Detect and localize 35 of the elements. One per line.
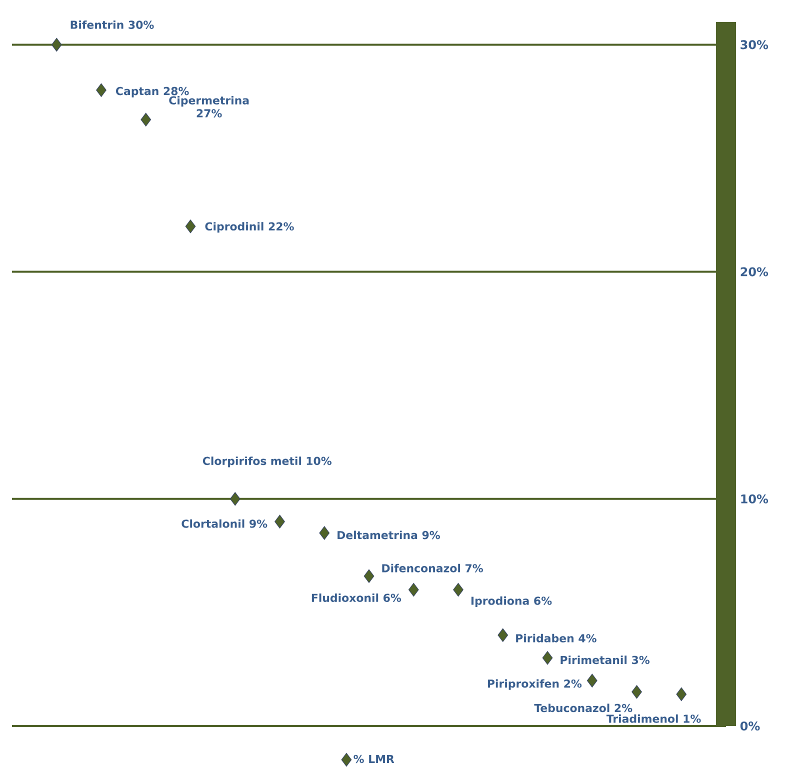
data-label: Fludioxonil 6% — [312, 594, 402, 602]
point — [185, 220, 196, 234]
point — [676, 687, 687, 702]
y-tick-label: 20% — [740, 267, 768, 276]
point — [632, 685, 642, 699]
point — [453, 582, 464, 597]
y-tick-label: 30% — [740, 40, 768, 50]
y-tick-label: 0% — [740, 721, 760, 731]
point — [364, 569, 374, 583]
data-label: Pirimetanil 3% — [560, 656, 650, 664]
point — [230, 492, 240, 506]
data-label: Clortalonil 9% — [182, 519, 268, 528]
data-label: Tebuconazol 2% — [534, 704, 632, 712]
data-label: Cipermetrina 27% — [169, 96, 249, 118]
point — [586, 674, 598, 688]
point — [542, 651, 553, 665]
point — [140, 112, 152, 126]
data-label: Deltametrina 9% — [338, 530, 440, 540]
point — [51, 38, 62, 52]
y-tick-label: 10% — [741, 494, 768, 504]
data-label: Iprodiona 6% — [471, 596, 552, 608]
point — [96, 83, 106, 97]
data-label: Captan 28% — [116, 86, 189, 98]
point — [274, 514, 285, 528]
data-label: Piriproxifen 2% — [488, 679, 582, 690]
point — [498, 628, 508, 642]
data-label: Clorpirifos metil 10% — [202, 456, 332, 468]
legend-label: % LMR — [354, 754, 394, 764]
data-label: Triadimenol 1% — [606, 714, 701, 723]
data-label: Difenconazol 7% — [382, 564, 484, 572]
data-label: Piridaben 4% — [516, 634, 596, 642]
point — [319, 526, 330, 540]
data-label: Ciprodinil 22% — [205, 222, 294, 233]
data-label: Bifentrin 30% — [70, 20, 154, 29]
point — [408, 582, 419, 597]
